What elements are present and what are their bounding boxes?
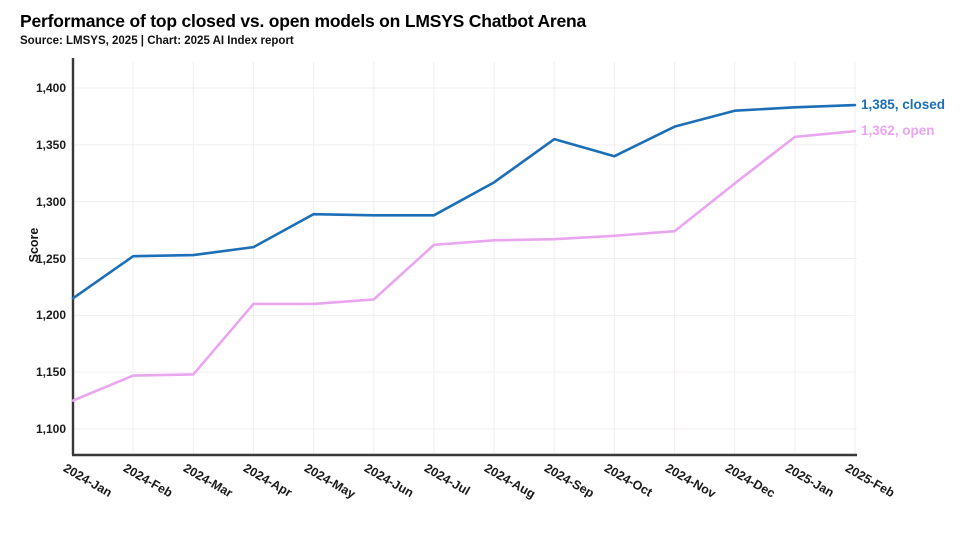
open-series-end-label: 1,362, open bbox=[861, 123, 935, 139]
y-tick-label: 1,200 bbox=[35, 308, 66, 323]
y-tick-label: 1,150 bbox=[35, 365, 66, 380]
y-tick-label: 1,350 bbox=[35, 137, 66, 152]
y-tick-label: 1,100 bbox=[35, 422, 66, 436]
closed-series-end-label: 1,385, closed bbox=[861, 97, 946, 113]
chart-title: Performance of top closed vs. open model… bbox=[20, 11, 587, 31]
gridlines bbox=[74, 62, 857, 454]
open-series-line bbox=[71, 129, 857, 402]
chart-subtitle: Source: LMSYS, 2025 | Chart: 2025 AI Ind… bbox=[20, 35, 294, 47]
y-tick-label: 1,400 bbox=[35, 81, 66, 95]
y-tick-label: 1,250 bbox=[35, 251, 66, 266]
axes bbox=[71, 58, 857, 457]
y-tick-label: 1,300 bbox=[35, 194, 66, 209]
closed-series-line bbox=[71, 103, 857, 300]
